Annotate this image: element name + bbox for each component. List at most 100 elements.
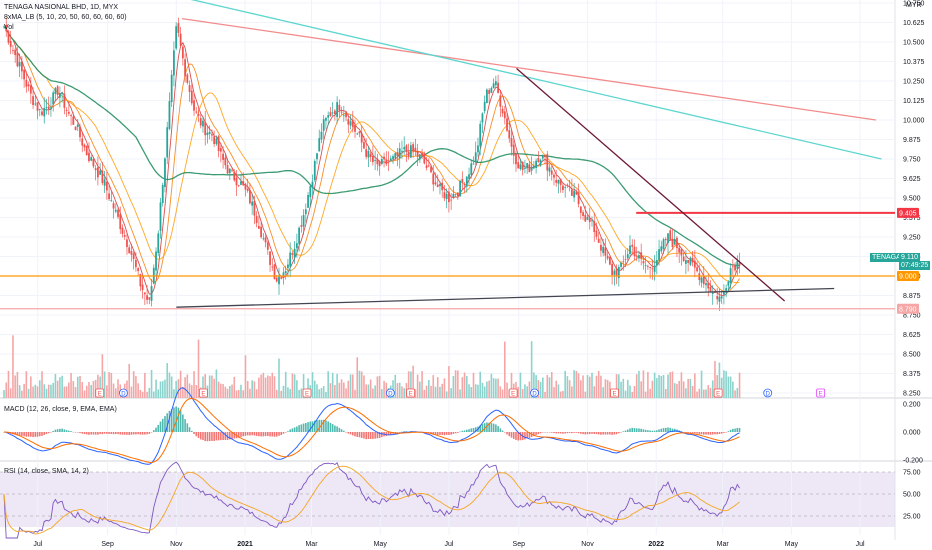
candle-body (600, 244, 602, 251)
volume-bar (548, 377, 551, 398)
candle-body (655, 260, 658, 266)
candle-body (705, 283, 707, 286)
volume-bar (483, 386, 486, 398)
volume-bar (369, 379, 372, 398)
horizontal-lines[interactable] (0, 211, 895, 310)
macd-histogram-bar (381, 432, 383, 438)
macd-histogram-bar (101, 432, 104, 435)
candle-body (441, 182, 444, 191)
candle-body (266, 242, 269, 250)
candle-body (405, 145, 408, 152)
volume-bar (550, 372, 553, 398)
candle-body (380, 159, 383, 164)
candle-body (193, 100, 195, 111)
candle-body (474, 152, 477, 163)
volume-bar (658, 374, 660, 398)
event-markers[interactable]: E E E E E E E ED D D D (95, 388, 826, 398)
volume-legend[interactable]: Vol (4, 24, 14, 31)
macd-histogram-bar (184, 419, 186, 432)
ma-legend[interactable]: 8xMA_LB (5, 10, 20, 50, 60, 60, 60, 60) (4, 14, 127, 21)
candle-body (535, 160, 538, 168)
volume-bar (271, 372, 274, 398)
macd-histogram-bar (546, 432, 549, 433)
candle-body (501, 108, 504, 114)
candle-body (570, 189, 573, 196)
volume-bar (412, 365, 414, 398)
macd-histogram-bar (255, 432, 258, 436)
candle-body (526, 163, 529, 169)
volume-bar (673, 383, 676, 398)
candle-body (459, 180, 461, 197)
macd-histogram-bar (606, 432, 609, 435)
candle-body (242, 181, 245, 186)
trendlines[interactable] (4, 0, 882, 308)
volume-bar (307, 378, 309, 398)
macd-pane (3, 387, 741, 465)
candle-body (371, 155, 374, 163)
volume-bar (425, 385, 428, 398)
macd-histogram-bar (436, 432, 439, 436)
macd-histogram-bar (593, 432, 596, 434)
candle-body (573, 190, 576, 198)
price-tick: 9.250 (903, 235, 921, 242)
price-tick: 8.250 (903, 391, 921, 398)
macd-histogram-bar (524, 432, 526, 440)
macd-histogram-bar (284, 432, 287, 433)
volume-bar (439, 386, 441, 398)
candle-body (273, 264, 276, 280)
volume-bar (430, 385, 432, 398)
candle-body (660, 246, 663, 252)
macd-legend[interactable]: MACD (12, 26, close, 9, EMA, EMA) (4, 406, 117, 413)
macd-histogram-bar (673, 428, 676, 432)
candle-body (506, 118, 508, 131)
volume-bar (220, 383, 222, 398)
macd-histogram-bar (282, 432, 285, 434)
candle-body (338, 104, 341, 111)
volume-bar (669, 372, 672, 398)
volume-bar (141, 391, 144, 398)
price-tick: 9.750 (903, 157, 921, 164)
candle-body (157, 233, 160, 253)
candle-body (211, 134, 213, 136)
candle-body (181, 46, 184, 59)
candle-body (626, 254, 629, 259)
volume-bar (63, 386, 66, 398)
rsi-tick: 50.00 (903, 492, 921, 499)
rsi-legend[interactable]: RSI (14, close, SMA, 14, 2) (4, 468, 89, 475)
volume-bar (562, 390, 564, 398)
candle-body (213, 136, 216, 145)
macd-histogram-bar (573, 432, 575, 433)
macd-histogram-bar (501, 430, 504, 432)
candle-body (206, 132, 209, 136)
macd-histogram-bar (555, 432, 558, 434)
trendline (181, 17, 876, 121)
candle-body (101, 170, 104, 184)
macd-histogram-bar (182, 414, 184, 432)
symbol-legend[interactable]: TENAGA NASIONAL BHD, 1D, MYX (4, 4, 119, 11)
grid-lines (0, 0, 895, 535)
macd-histogram-bar (488, 422, 490, 432)
macd-histogram-bar (727, 431, 730, 432)
volume-bar (716, 375, 718, 398)
candle-body (646, 265, 649, 267)
candle-body (85, 146, 88, 156)
candle-body (9, 40, 12, 47)
trendline (176, 287, 835, 308)
volume-bar (477, 384, 479, 398)
candle-body (141, 284, 144, 290)
candle-body (512, 144, 515, 156)
volume-bar (394, 374, 397, 398)
candle-body (562, 185, 564, 191)
candle-body (50, 107, 52, 109)
time-tick: Jul (33, 541, 42, 548)
macd-histogram-bar (32, 432, 34, 438)
time-tick: Sep (513, 541, 526, 548)
candle-body (383, 156, 385, 160)
volume-bar (593, 386, 596, 398)
macd-histogram-bar (92, 432, 95, 435)
volume-bar (217, 381, 220, 398)
volume-bar (251, 380, 253, 398)
volume-bar (530, 341, 533, 398)
macd-histogram-bar (293, 427, 296, 432)
